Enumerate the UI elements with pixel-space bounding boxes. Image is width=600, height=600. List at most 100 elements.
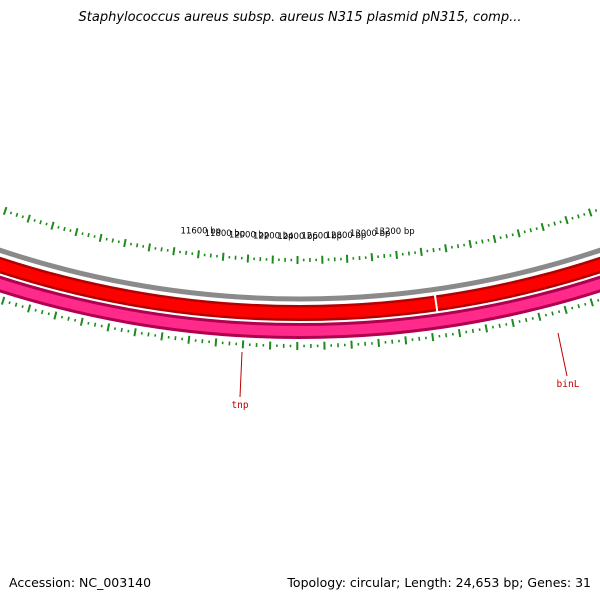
- inner-tick: [0, 296, 6, 305]
- inner-tick: [53, 311, 58, 320]
- inner-tick: [40, 309, 44, 315]
- inner-tick: [511, 318, 515, 328]
- outer-tick: [87, 232, 90, 238]
- inner-tick: [563, 305, 568, 315]
- outer-tick: [559, 220, 562, 224]
- outer-tick: [15, 212, 19, 217]
- gene-leader-line: [557, 332, 568, 377]
- outer-tick: [395, 250, 399, 259]
- outer-tick: [33, 219, 36, 222]
- map-title: Staphylococcus aureus subsp. aureus N315…: [78, 10, 522, 25]
- outer-tick: [135, 243, 139, 248]
- inner-tick: [106, 323, 111, 332]
- outer-tick: [105, 237, 108, 241]
- inner-tick: [498, 323, 501, 328]
- inner-tick: [27, 304, 32, 313]
- outer-tick: [147, 243, 151, 252]
- outer-tick: [45, 222, 48, 226]
- ruler-label: 12200 bp: [253, 232, 294, 242]
- inner-tick-ring: [0, 296, 600, 350]
- inner-tick: [174, 336, 177, 341]
- outer-tick: [511, 233, 514, 237]
- inner-tick: [120, 327, 123, 333]
- inner-tick: [60, 315, 64, 319]
- outer-tick: [583, 213, 586, 216]
- outer-tick: [221, 252, 225, 261]
- inner-tick: [160, 332, 164, 341]
- ruler-label: 13000 bp: [350, 229, 391, 239]
- gene-label-binl[interactable]: binL: [557, 379, 580, 390]
- outer-tick: [81, 232, 84, 236]
- inner-tick: [404, 336, 408, 345]
- inner-tick: [8, 301, 11, 305]
- gene-label-tnp[interactable]: tnp: [231, 400, 248, 411]
- inner-tick: [377, 338, 380, 347]
- inner-tick: [21, 305, 24, 309]
- inner-tick: [67, 316, 70, 321]
- inner-tick: [537, 312, 542, 321]
- outer-tick: [529, 228, 533, 233]
- outer-tick: [523, 230, 526, 234]
- outer-tick: [444, 244, 448, 253]
- inner-tick: [544, 313, 548, 317]
- outer-tick: [2, 206, 8, 216]
- inner-tick: [577, 304, 581, 309]
- inner-tick: [133, 328, 137, 337]
- ruler-label: 12800 bp: [326, 231, 367, 241]
- inner-tick: [214, 338, 218, 347]
- outer-tick: [74, 227, 79, 237]
- inner-tick: [597, 298, 600, 302]
- inner-tick: [431, 333, 435, 342]
- outer-tick: [481, 239, 484, 244]
- forward-feature-ring-edge: [0, 256, 600, 321]
- forward-feature-ring: [0, 259, 600, 319]
- outer-tick: [547, 223, 550, 227]
- inner-tick: [531, 317, 534, 320]
- gene-labels: tnp binL: [231, 332, 580, 411]
- ruler-label: 13200 bp: [374, 227, 415, 237]
- inner-tick: [14, 302, 18, 307]
- outer-tick: [468, 239, 472, 249]
- outer-tick: [594, 209, 598, 212]
- inner-tick: [187, 335, 191, 344]
- outer-tick-ring: [2, 206, 598, 264]
- reverse-feature-ring: [0, 278, 600, 336]
- outer-tick: [492, 234, 497, 244]
- outer-tick: [26, 214, 31, 223]
- outer-tick: [505, 234, 508, 239]
- inner-tick: [584, 302, 587, 306]
- inner-tick: [571, 306, 574, 310]
- ruler-label: 12400 bp: [277, 232, 318, 242]
- outer-tick: [540, 222, 545, 232]
- outer-tick: [487, 238, 490, 242]
- outer-tick: [564, 215, 569, 225]
- inner-tick: [484, 324, 489, 333]
- inner-tick: [93, 322, 97, 327]
- feature-boundary: [433, 294, 439, 313]
- outer-tick: [9, 211, 13, 215]
- gene-leader-line: [239, 351, 243, 398]
- inner-tick: [87, 321, 90, 325]
- inner-tick: [505, 323, 508, 326]
- outer-tick: [63, 226, 66, 232]
- inner-tick: [551, 311, 554, 316]
- topology-text: Topology: circular; Length: 24,653 bp; G…: [287, 575, 591, 590]
- outer-tick: [197, 250, 200, 259]
- outer-tick: [172, 247, 176, 256]
- inner-tick: [34, 308, 37, 312]
- outer-tick: [39, 220, 42, 225]
- outer-tick: [571, 216, 574, 220]
- inner-tick: [471, 328, 475, 333]
- outer-tick: [185, 250, 188, 255]
- inner-tick: [147, 332, 150, 337]
- outer-tick: [111, 238, 114, 243]
- outer-tick: [499, 236, 502, 240]
- outer-tick: [516, 229, 521, 238]
- outer-tick: [69, 229, 72, 232]
- inner-tick: [47, 312, 50, 316]
- outer-tick: [21, 215, 24, 219]
- accession-text: Accession: NC_003140: [9, 575, 152, 590]
- outer-tick: [419, 247, 423, 256]
